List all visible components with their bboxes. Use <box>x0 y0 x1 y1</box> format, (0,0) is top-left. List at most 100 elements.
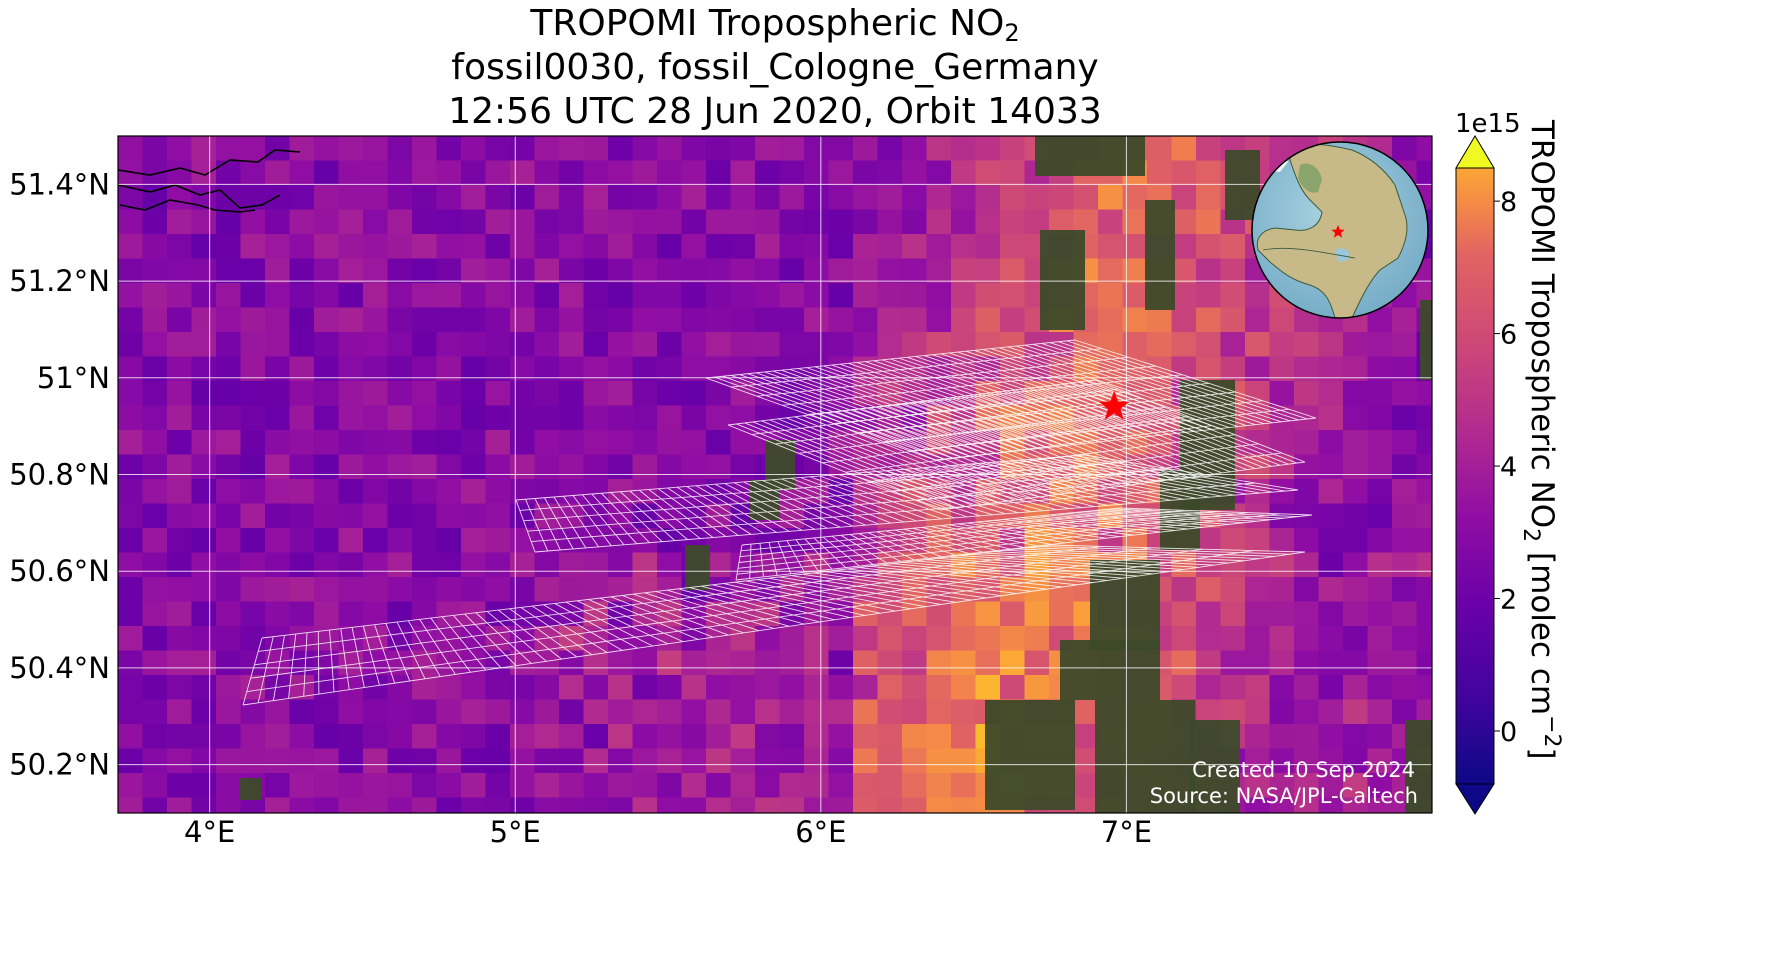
no2-pixel <box>657 405 683 431</box>
no2-pixel <box>632 332 658 358</box>
no2-pixel <box>1343 552 1369 578</box>
no2-pixel <box>314 454 340 480</box>
no2-pixel <box>265 724 291 750</box>
no2-pixel <box>1000 234 1026 260</box>
no2-pixel <box>510 307 536 333</box>
no2-pixel <box>1318 748 1344 774</box>
no2-pixel <box>363 528 389 554</box>
no2-pixel <box>926 283 952 309</box>
no2-pixel <box>853 650 879 676</box>
no2-pixel <box>167 136 193 162</box>
no2-pixel <box>706 234 732 260</box>
no2-pixel <box>755 748 781 774</box>
no2-pixel <box>1318 503 1344 529</box>
no2-pixel <box>1343 381 1369 407</box>
no2-pixel <box>1318 773 1344 799</box>
no2-pixel <box>1000 283 1026 309</box>
no2-pixel <box>632 405 658 431</box>
no2-pixel <box>240 430 266 456</box>
no2-pixel <box>1073 748 1099 774</box>
no2-pixel <box>436 797 462 813</box>
no2-pixel <box>216 258 242 284</box>
no2-pixel <box>1294 626 1320 652</box>
no2-pixel <box>461 381 487 407</box>
no2-pixel <box>1171 650 1197 676</box>
no2-pixel <box>583 748 609 774</box>
no2-pixel <box>779 797 805 813</box>
no2-pixel <box>265 528 291 554</box>
map-area[interactable] <box>118 136 1442 823</box>
no2-pixel <box>1171 577 1197 603</box>
no2-pixel <box>1343 724 1369 750</box>
colorbar-tick-label: 2 <box>1500 585 1517 616</box>
no2-pixel <box>608 307 634 333</box>
no2-pixel <box>363 332 389 358</box>
no2-pixel <box>804 650 830 676</box>
no2-pixel <box>314 307 340 333</box>
no2-pixel <box>142 209 168 235</box>
no2-pixel <box>510 209 536 235</box>
no2-pixel <box>363 601 389 627</box>
no2-pixel <box>730 160 756 186</box>
no2-pixel <box>265 430 291 456</box>
no2-pixel <box>608 234 634 260</box>
no2-pixel <box>926 160 952 186</box>
no2-pixel <box>559 209 585 235</box>
colorbar-tick-label: 8 <box>1500 187 1517 218</box>
no2-pixel <box>387 430 413 456</box>
no2-pixel <box>608 258 634 284</box>
no2-pixel <box>1269 675 1295 701</box>
no2-pixel <box>142 503 168 529</box>
no2-pixel <box>191 283 217 309</box>
no2-pixel <box>510 332 536 358</box>
no2-pixel <box>1343 650 1369 676</box>
no2-pixel <box>1147 136 1173 162</box>
no2-pixel <box>338 552 364 578</box>
no2-pixel <box>485 552 511 578</box>
no2-pixel <box>877 675 903 701</box>
no2-pixel <box>118 332 144 358</box>
no2-pixel <box>1392 307 1418 333</box>
no2-pixel <box>1171 283 1197 309</box>
no2-pixel <box>1000 160 1026 186</box>
no2-pixel <box>387 332 413 358</box>
no2-pixel <box>1171 307 1197 333</box>
no2-pixel <box>1294 724 1320 750</box>
no2-pixel <box>1171 258 1197 284</box>
no2-pixel <box>534 577 560 603</box>
no2-pixel <box>461 209 487 235</box>
no2-pixel <box>755 797 781 813</box>
no2-pixel <box>412 136 438 162</box>
no2-pixel <box>363 797 389 813</box>
no2-pixel <box>1171 136 1197 162</box>
no2-pixel <box>436 307 462 333</box>
no2-pixel <box>657 283 683 309</box>
no2-pixel <box>436 234 462 260</box>
no2-pixel <box>975 601 1001 627</box>
no2-pixel <box>1073 699 1099 725</box>
no2-pixel <box>338 381 364 407</box>
no2-pixel <box>461 160 487 186</box>
no2-pixel <box>1269 528 1295 554</box>
no2-pixel <box>828 234 854 260</box>
no2-pixel <box>485 675 511 701</box>
no2-pixel <box>828 650 854 676</box>
no2-pixel <box>926 258 952 284</box>
no2-pixel <box>1000 136 1026 162</box>
no2-pixel <box>926 724 952 750</box>
no2-pixel <box>632 552 658 578</box>
no2-pixel <box>559 479 585 505</box>
colorbar-min-extension <box>1455 783 1495 815</box>
no2-pixel <box>167 773 193 799</box>
no2-pixel <box>534 136 560 162</box>
no2-pixel <box>289 675 315 701</box>
no2-pixel <box>387 748 413 774</box>
no2-pixel <box>436 454 462 480</box>
no2-pixel <box>338 797 364 813</box>
no2-pixel <box>534 405 560 431</box>
no2-pixel <box>608 650 634 676</box>
no2-pixel <box>1196 601 1222 627</box>
no2-pixel <box>1196 160 1222 186</box>
satellite-patch <box>1405 720 1432 813</box>
no2-pixel <box>902 675 928 701</box>
